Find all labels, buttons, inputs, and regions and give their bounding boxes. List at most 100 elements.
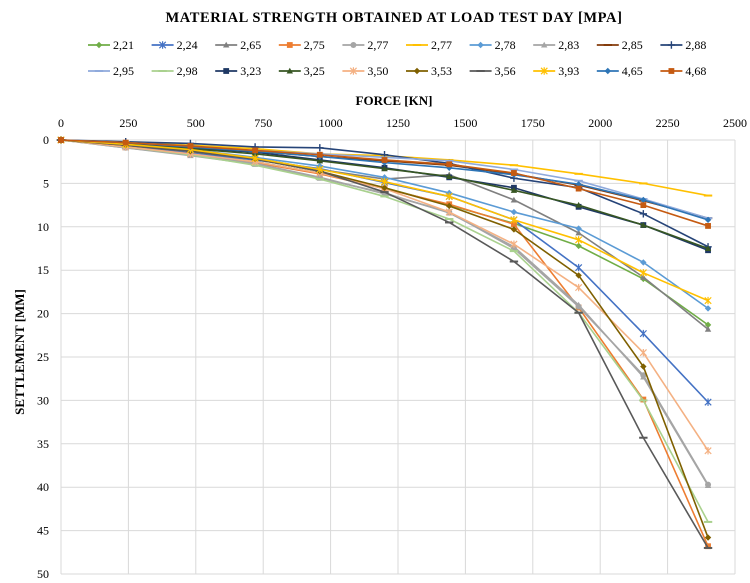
legend-entry: 3,93 [533, 64, 579, 78]
data-point [640, 363, 647, 370]
legend-marker [158, 41, 167, 49]
data-point [251, 154, 259, 162]
legend-entry: 3,53 [406, 64, 452, 78]
legend-label: 2,21 [113, 38, 134, 52]
x-tick-label: 2500 [723, 116, 747, 130]
legend-marker [223, 41, 230, 48]
data-point [446, 202, 453, 210]
data-point [510, 187, 518, 193]
data-point [704, 447, 712, 455]
legend: 2,21 2,24 2,65 2,75 2,77 2,77 2,78 2,83 2,85 2,88… [88, 38, 706, 78]
legend-label: 2,85 [622, 38, 643, 52]
data-point [704, 482, 712, 489]
x-tick-label: 500 [187, 116, 205, 130]
legend-marker [540, 67, 548, 75]
data-point [511, 170, 517, 176]
legend-label: 3,56 [495, 64, 516, 78]
legend-marker [668, 68, 675, 74]
legend-entry: 3,50 [342, 64, 388, 78]
chart-title: MATERIAL STRENGTH OBTAINED AT LOAD TEST … [165, 10, 622, 26]
legend-entry: 2,75 [278, 38, 325, 52]
legend-marker [223, 68, 230, 74]
legend-marker [286, 42, 293, 48]
data-point [187, 143, 194, 149]
data-point [575, 301, 582, 308]
legend-entry: 2,95 [88, 64, 134, 78]
x-tick-label: 1500 [453, 116, 477, 130]
legend-label: 3,25 [304, 64, 325, 78]
data-point [575, 263, 583, 272]
legend-label: 2,88 [685, 38, 706, 52]
legend-label: 2,98 [177, 64, 198, 78]
y-tick-label: 25 [37, 350, 49, 364]
x-tick-label: 250 [119, 116, 137, 130]
data-point [381, 157, 388, 163]
data-point [704, 326, 712, 332]
legend-entry: 3,25 [278, 64, 325, 78]
legend-marker [349, 67, 358, 75]
data-point [510, 216, 518, 224]
legend-entry: 2,83 [533, 38, 579, 52]
legend-entry: 2,78 [469, 38, 516, 52]
legend-label: 4,65 [622, 64, 643, 78]
data-point [445, 192, 453, 201]
legend-label: 3,50 [367, 64, 388, 78]
data-point [704, 305, 712, 312]
data-point [575, 283, 583, 292]
data-point [705, 223, 711, 229]
data-point [510, 196, 518, 203]
legend-entry: 2,77 [342, 38, 388, 52]
x-tick-label: 0 [58, 116, 64, 130]
legend-label: 2,65 [240, 38, 261, 52]
data-point [510, 240, 518, 248]
data-point [446, 173, 453, 180]
legend-label: 2,78 [495, 38, 516, 52]
data-point [639, 210, 648, 218]
x-tick-label: 1750 [521, 116, 545, 130]
data-point [511, 221, 517, 228]
legend-marker [604, 67, 611, 75]
data-point [58, 137, 64, 143]
x-axis-title: FORCE [KN] [356, 93, 433, 108]
data-point [640, 221, 647, 228]
data-point [316, 165, 324, 174]
data-point [575, 225, 582, 232]
legend-entry: 2,77 [406, 38, 452, 52]
y-tick-label: 30 [37, 393, 49, 407]
data-point [575, 272, 582, 279]
legend-marker [541, 41, 548, 48]
y-axis-title: SETTLEMENT [MM] [12, 289, 27, 415]
data-point [639, 269, 647, 277]
y-tick-label: 0 [43, 133, 49, 147]
legend-label: 3,53 [431, 64, 452, 78]
x-tick-label: 750 [254, 116, 272, 130]
legend-entry: 3,56 [469, 64, 516, 78]
y-axis-ticks: 0 5 10 15 20 25 30 35 40 45 50 [37, 133, 49, 581]
legend-entry: 2,85 [596, 38, 643, 52]
legend-label: 3,93 [558, 64, 579, 78]
legend-entry: 2,24 [151, 38, 198, 52]
series-19 [58, 137, 711, 229]
legend-marker [413, 67, 421, 75]
data-point [316, 157, 324, 164]
data-point [381, 174, 388, 181]
legend-label: 3,23 [240, 64, 261, 78]
data-point [704, 296, 712, 305]
y-tick-label: 35 [37, 437, 49, 451]
data-point [640, 273, 647, 280]
x-tick-label: 1000 [319, 116, 343, 130]
data-point [446, 164, 453, 171]
data-point [381, 165, 388, 172]
data-point [575, 201, 582, 208]
legend-label: 2,95 [113, 64, 134, 78]
legend-entry: 4,68 [660, 64, 706, 78]
legend-entry: 3,23 [215, 64, 261, 78]
data-point [704, 534, 712, 541]
data-point [510, 208, 518, 216]
legend-label: 2,83 [558, 38, 579, 52]
data-point [639, 329, 647, 338]
data-point [575, 242, 582, 250]
data-point [704, 398, 712, 406]
gridlines [60, 139, 736, 575]
